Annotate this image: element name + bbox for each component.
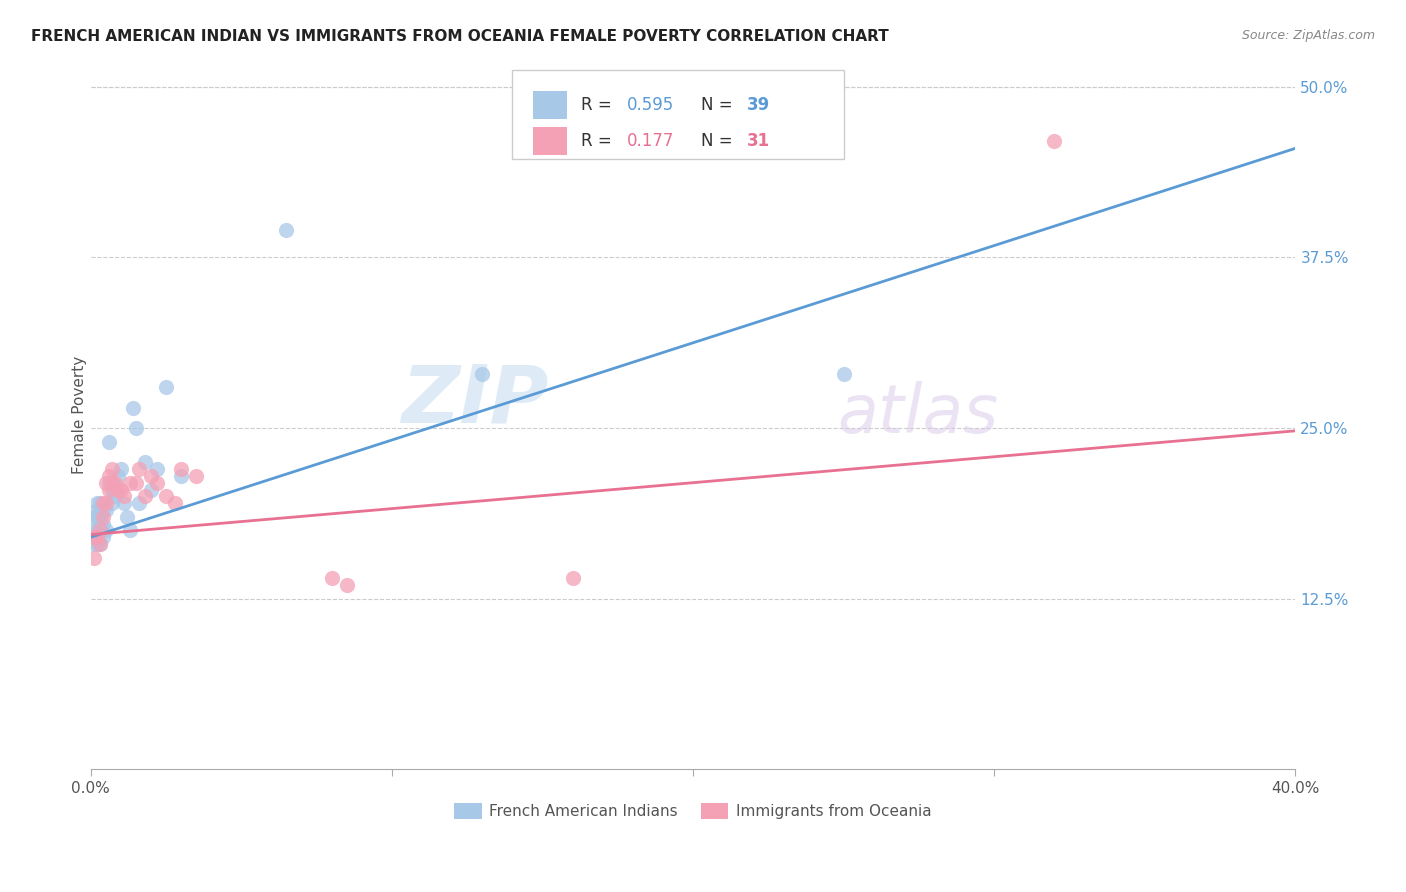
Point <box>89 524 111 538</box>
Point <box>146 475 169 490</box>
Point <box>134 489 156 503</box>
Point <box>89 524 111 538</box>
Point <box>86 537 108 551</box>
Point <box>83 524 105 538</box>
Point <box>125 421 148 435</box>
Text: 31: 31 <box>747 132 770 150</box>
Bar <box>533 91 567 119</box>
Point <box>89 509 111 524</box>
Point <box>104 483 127 497</box>
Text: 0.595: 0.595 <box>627 95 673 114</box>
Point <box>471 367 494 381</box>
Point <box>321 571 343 585</box>
Point <box>110 462 132 476</box>
Point <box>94 503 117 517</box>
Point <box>86 524 108 538</box>
Point <box>91 503 114 517</box>
Point <box>91 509 114 524</box>
Point <box>86 530 108 544</box>
Point <box>112 496 135 510</box>
Point <box>184 468 207 483</box>
FancyBboxPatch shape <box>512 70 844 159</box>
Point <box>86 509 108 524</box>
Point <box>170 462 193 476</box>
Point <box>86 496 108 510</box>
Point <box>91 496 114 510</box>
Point <box>107 468 129 483</box>
Text: N =: N = <box>702 95 738 114</box>
Point <box>128 462 150 476</box>
Point <box>89 537 111 551</box>
Point <box>170 468 193 483</box>
Point <box>121 401 143 415</box>
Text: N =: N = <box>702 132 738 150</box>
Text: atlas: atlas <box>838 382 998 448</box>
Point <box>118 475 141 490</box>
Point <box>97 434 120 449</box>
Text: Source: ZipAtlas.com: Source: ZipAtlas.com <box>1241 29 1375 42</box>
Point <box>89 496 111 510</box>
Legend: French American Indians, Immigrants from Oceania: French American Indians, Immigrants from… <box>449 797 938 825</box>
Point <box>83 550 105 565</box>
Point <box>97 483 120 497</box>
Point <box>125 475 148 490</box>
Point <box>104 489 127 503</box>
Point <box>139 483 162 497</box>
Point <box>163 496 186 510</box>
Point <box>104 475 127 490</box>
Point <box>276 223 298 237</box>
Point <box>100 483 122 497</box>
Point <box>118 524 141 538</box>
Point <box>336 578 359 592</box>
Point <box>91 516 114 531</box>
Text: R =: R = <box>581 95 617 114</box>
Point <box>100 462 122 476</box>
Text: 0.177: 0.177 <box>627 132 673 150</box>
Text: R =: R = <box>581 132 617 150</box>
Point <box>155 380 177 394</box>
Point <box>89 537 111 551</box>
Text: ZIP: ZIP <box>401 361 548 439</box>
Text: 39: 39 <box>747 95 770 114</box>
Point <box>83 530 105 544</box>
Point <box>107 483 129 497</box>
Point <box>155 489 177 503</box>
Point <box>83 509 105 524</box>
Point <box>112 489 135 503</box>
Point <box>97 475 120 490</box>
Point <box>100 496 122 510</box>
Point <box>91 530 114 544</box>
Point <box>94 475 117 490</box>
Point <box>561 571 583 585</box>
Point <box>139 468 162 483</box>
Point <box>1043 135 1066 149</box>
Point <box>94 524 117 538</box>
Point <box>83 537 105 551</box>
Point <box>97 468 120 483</box>
Y-axis label: Female Poverty: Female Poverty <box>72 355 87 474</box>
Point <box>110 483 132 497</box>
Bar <box>533 127 567 155</box>
Point <box>832 367 855 381</box>
Point <box>134 455 156 469</box>
Point <box>94 496 117 510</box>
Point <box>146 462 169 476</box>
Point <box>128 496 150 510</box>
Point <box>115 509 138 524</box>
Point <box>100 475 122 490</box>
Point <box>86 503 108 517</box>
Text: FRENCH AMERICAN INDIAN VS IMMIGRANTS FROM OCEANIA FEMALE POVERTY CORRELATION CHA: FRENCH AMERICAN INDIAN VS IMMIGRANTS FRO… <box>31 29 889 44</box>
